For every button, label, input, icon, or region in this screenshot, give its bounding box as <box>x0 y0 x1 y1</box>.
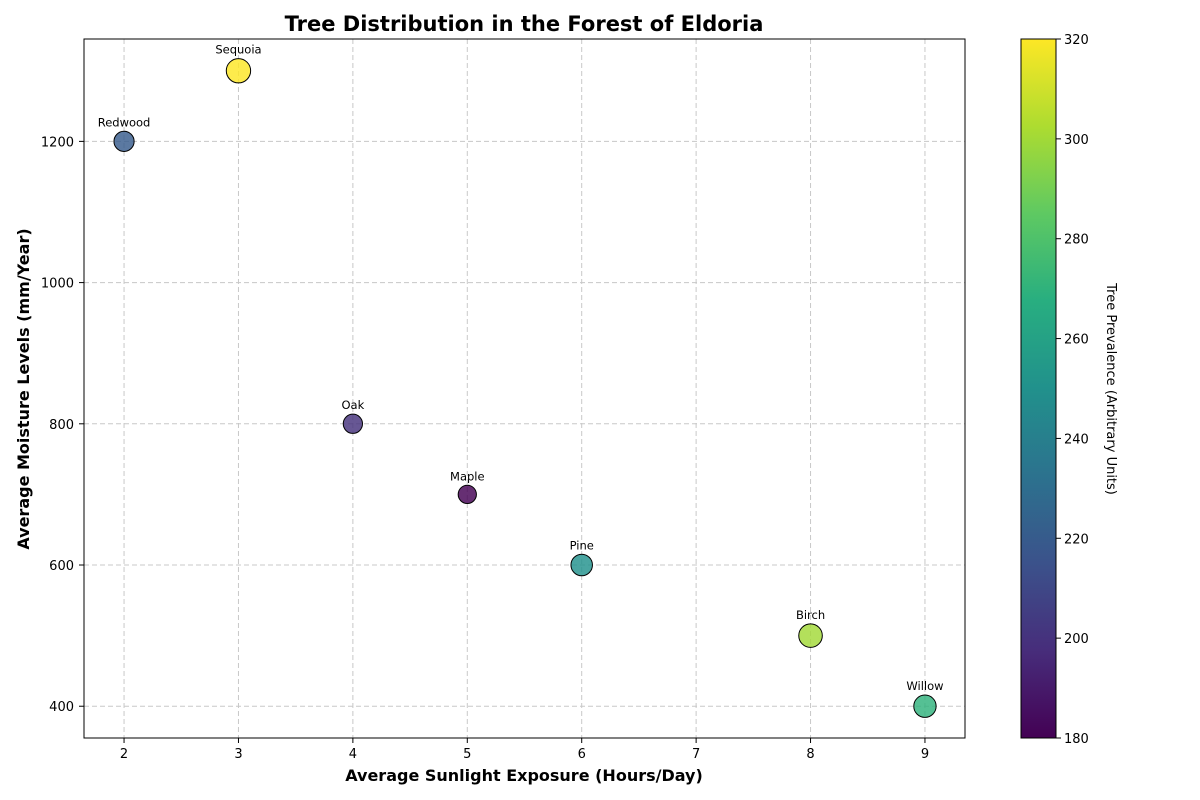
x-tick-label: 9 <box>921 747 929 762</box>
x-tick-label: 7 <box>692 747 700 762</box>
data-point-sequoia <box>225 58 252 84</box>
point-label-redwood: Redwood <box>98 115 151 129</box>
point-label-maple: Maple <box>450 469 485 483</box>
plot-frame <box>83 38 966 739</box>
chart-title: Tree Distribution in the Forest of Eldor… <box>285 12 764 36</box>
colorbar-label: Tree Prevalence (Arbitrary Units) <box>1103 282 1118 495</box>
grid <box>84 39 965 738</box>
colorbar-tick-label: 240 <box>1064 432 1089 447</box>
data-point-redwood <box>113 130 135 152</box>
x-tick-label: 4 <box>349 747 357 762</box>
colorbar-tick-label: 200 <box>1064 632 1089 647</box>
point-label-birch: Birch <box>796 608 825 622</box>
y-tick-label: 1200 <box>41 135 74 150</box>
colorbar-ticks: 180 200 220 240 260 280 300 320 <box>1056 33 1089 747</box>
colorbar-tick-label: 300 <box>1064 133 1089 148</box>
colorbar-tick-label: 180 <box>1064 732 1089 747</box>
x-tick-label: 5 <box>463 747 471 762</box>
data-point-birch <box>798 623 823 648</box>
data-point-pine <box>570 553 593 577</box>
colorbar-tick-label: 280 <box>1064 233 1089 248</box>
data-point-oak <box>342 413 363 434</box>
y-tick-label: 600 <box>49 559 74 574</box>
point-label-sequoia: Sequoia <box>215 43 261 57</box>
data-point-willow <box>913 694 937 718</box>
point-label-pine: Pine <box>570 538 594 552</box>
y-axis-ticks: 400 600 800 1000 1200 <box>41 135 84 715</box>
point-labels: Redwood Sequoia Oak Maple Pine Birch Willow <box>98 43 944 693</box>
x-tick-label: 8 <box>806 747 814 762</box>
y-axis-label: Average Moisture Levels (mm/Year) <box>14 228 33 549</box>
colorbar-tick-label: 260 <box>1064 333 1089 348</box>
x-tick-label: 2 <box>120 747 128 762</box>
y-tick-label: 400 <box>49 700 74 715</box>
data-point-maple <box>457 484 477 505</box>
colorbar-tick-label: 220 <box>1064 532 1089 547</box>
point-label-oak: Oak <box>341 398 364 412</box>
x-tick-label: 6 <box>578 747 586 762</box>
colorbar-tick-label: 320 <box>1064 33 1089 48</box>
y-tick-label: 800 <box>49 418 74 433</box>
data-points <box>113 58 937 718</box>
x-tick-label: 3 <box>234 747 242 762</box>
x-axis-ticks: 2 3 4 5 6 7 8 9 <box>120 738 929 762</box>
colorbar <box>1020 38 1057 739</box>
x-axis-label: Average Sunlight Exposure (Hours/Day) <box>345 766 703 785</box>
y-tick-label: 1000 <box>41 277 74 292</box>
point-label-willow: Willow <box>906 679 943 693</box>
